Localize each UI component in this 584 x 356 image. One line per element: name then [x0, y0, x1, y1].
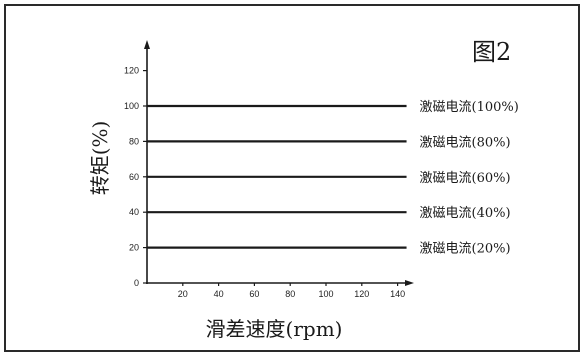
figure-frame: 图2 0 20 40 60 80 100 120 20 40 60 80 100 120 140 激磁电…: [4, 4, 580, 352]
x-axis-title: 滑差速度(rpm): [206, 317, 343, 341]
x-tick-label: 140: [390, 289, 405, 299]
x-ticks: 20 40 60 80 100 120 140: [178, 283, 405, 299]
figure-label: 图2: [472, 38, 511, 66]
x-tick-label: 60: [249, 289, 259, 299]
y-tick-label: 120: [124, 66, 139, 76]
y-tick-label: 60: [129, 172, 139, 182]
series-labels: 激磁电流(100%) 激磁电流(80%) 激磁电流(60%) 激磁电流(40%) 激磁电…: [420, 100, 519, 257]
series-label: 激磁电流(20%): [420, 242, 511, 257]
series-label: 激磁电流(60%): [420, 171, 511, 186]
torque-chart: 图2 0 20 40 60 80 100 120 20 40 60 80 100 120 140 激磁电…: [88, 38, 519, 341]
y-tick-label: 40: [129, 207, 139, 217]
y-axis-arrow-icon: [144, 40, 150, 49]
x-tick-label: 80: [285, 289, 295, 299]
series-label: 激磁电流(40%): [420, 206, 511, 221]
x-tick-label: 20: [178, 289, 188, 299]
x-axis-arrow-icon: [405, 280, 414, 286]
series-label: 激磁电流(80%): [420, 135, 511, 150]
y-tick-label: 80: [129, 136, 139, 146]
y-ticks: 0 20 40 60 80 100 120: [124, 66, 147, 288]
y-tick-label: 100: [124, 101, 139, 111]
y-tick-label: 20: [129, 243, 139, 253]
y-tick-label: 0: [134, 278, 139, 288]
series-label: 激磁电流(100%): [420, 100, 519, 115]
series-lines: [147, 104, 407, 249]
x-tick-label: 100: [318, 289, 333, 299]
x-tick-label: 40: [214, 289, 224, 299]
x-tick-label: 120: [354, 289, 369, 299]
y-axis-title: 转矩(%): [88, 121, 112, 196]
